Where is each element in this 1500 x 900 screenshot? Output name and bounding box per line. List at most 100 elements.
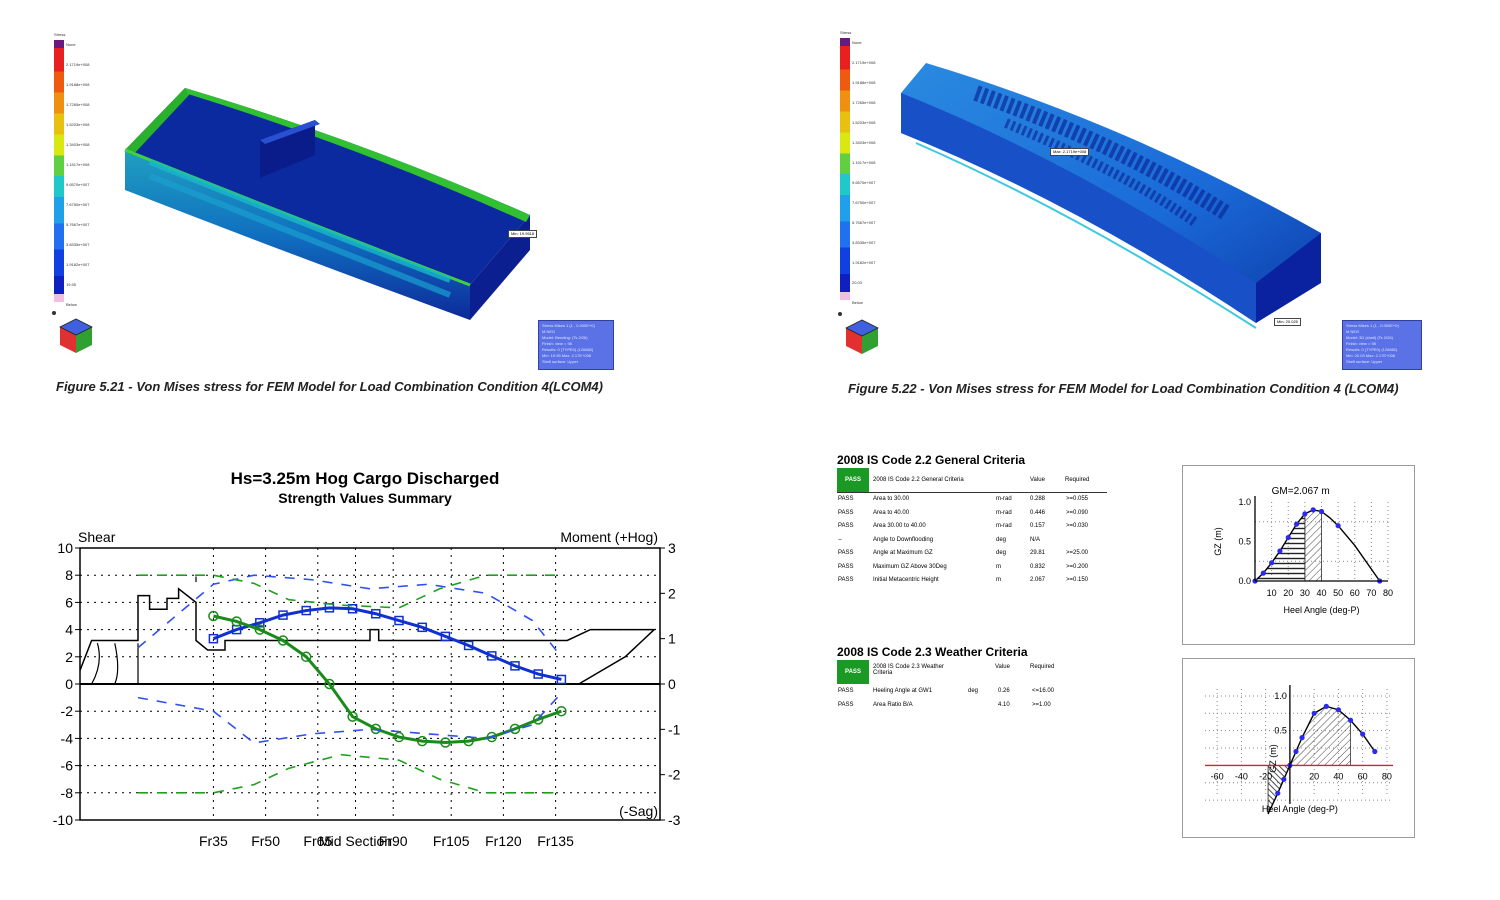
- criteria-status: PASS: [838, 563, 854, 570]
- max-stress-probe: Max: 2.1719e+008: [1050, 148, 1090, 156]
- criteria-name: Angle to Downflooding: [873, 536, 934, 543]
- x-tick-label: 10: [1267, 588, 1277, 598]
- legend-label: 1.1517e+008: [66, 162, 90, 167]
- x-tick-label: -20: [1259, 771, 1272, 781]
- x-tick-label: 70: [1366, 588, 1376, 598]
- y-tick-label: 0.5: [1238, 537, 1251, 547]
- y-tick-label: 8: [65, 567, 73, 583]
- gz-point: [1347, 717, 1354, 723]
- x-tick-label: Fr105: [433, 833, 470, 849]
- criteria-required: <=16.00: [1032, 688, 1055, 694]
- criteria-required: >=0.090: [1066, 509, 1089, 516]
- x-tick-label: 80: [1383, 588, 1393, 598]
- legend-label: 19.95: [66, 282, 77, 287]
- gz-point: [1335, 523, 1341, 529]
- gz-area-30-40: [1304, 509, 1322, 582]
- legend-label: 1.9188e+008: [66, 82, 90, 87]
- legend-label: 5.7667e+007: [852, 220, 876, 225]
- x-tick-label: Fr65: [303, 833, 332, 849]
- pass-badge: PASS: [837, 660, 869, 684]
- criteria-row: PASS Heeling Angle at GW1 deg 0.26 <=16.00: [838, 688, 1118, 697]
- criteria-name: Area Ratio B/A: [873, 701, 913, 708]
- legend-label: 1.1517e+008: [852, 160, 876, 165]
- gz-point: [1335, 707, 1342, 713]
- criteria-status: PASS: [838, 523, 854, 529]
- gz-point: [1285, 534, 1291, 541]
- y2-tick-label: 0: [668, 676, 676, 692]
- data-point: [416, 735, 428, 747]
- gz-curve-chart: 10 20 30 40 50 60 70 80 0.0 0.5 1.0 Heel Angle (deg…: [1213, 486, 1393, 615]
- series-line-0: [212, 606, 562, 681]
- criteria-name: Initial Metacentric Height: [873, 577, 939, 583]
- y2-tick-label: 2: [668, 585, 676, 601]
- y2-tick-label: -3: [668, 812, 681, 828]
- x-tick-label: Fr135: [537, 833, 574, 849]
- criteria-name: Area to 40.00: [873, 509, 910, 516]
- criteria-row: PASS Area Ratio B/A 4.10 >=1.00: [838, 702, 1118, 711]
- legend-title: Stress: [840, 30, 852, 35]
- data-point: [556, 705, 567, 717]
- data-point: [486, 731, 498, 743]
- x-tick-label: Fr120: [485, 833, 522, 849]
- stress-legend-bar: [840, 38, 850, 300]
- gz-point: [1360, 731, 1366, 737]
- x-tick-label: Fr50: [251, 833, 280, 849]
- criteria-required: >=25.00: [1066, 550, 1089, 556]
- criteria-unit: deg: [996, 536, 1007, 543]
- y2-tick-label: 3: [668, 540, 676, 556]
- data-point: [394, 615, 404, 626]
- criteria-status: PASS: [838, 688, 854, 694]
- gz-point: [1269, 560, 1275, 566]
- criteria-required: >=0.055: [1066, 496, 1089, 502]
- x-tick-label: 20: [1283, 588, 1293, 598]
- legend-label: 1.9182e+007: [852, 260, 876, 265]
- criteria-row: PASS Area 30.00 to 40.00 m-rad 0.157 >=0.030: [838, 523, 1118, 532]
- legend-label: None: [66, 42, 76, 47]
- model-info-box: Stress Mises 1 (1 , 0.000E+0) M.NEG Mode…: [538, 320, 614, 370]
- data-point: [208, 610, 219, 622]
- x-tick-label: 60: [1358, 771, 1368, 781]
- criteria-name: Maximum GZ Above 30Deg: [873, 563, 947, 570]
- series-line-5: [138, 753, 562, 794]
- ship-profile: [79, 587, 657, 685]
- y-tick-label: 1.0: [1274, 691, 1287, 701]
- legend-title: Stress: [54, 32, 66, 37]
- criteria-status: --: [838, 536, 842, 543]
- fem-figure-left: Stress None 2.1719e+008 1.9188e+008 1.7265e…: [50, 30, 620, 375]
- criteria-value: 0.288: [1030, 496, 1046, 502]
- legend-label: 1.9182e+007: [66, 262, 90, 267]
- x-tick-label: 20: [1309, 771, 1319, 781]
- legend-label: 1.5203e+008: [852, 120, 876, 125]
- data-point: [417, 622, 427, 633]
- strength-summary-chart: Hs=3.25m Hog Cargo Discharged Strength Va…: [53, 469, 681, 849]
- data-point: [347, 603, 358, 614]
- chart-subtitle: Strength Values Summary: [278, 490, 452, 506]
- legend-label: 5.7667e+007: [66, 222, 90, 227]
- data-point: [440, 631, 451, 642]
- legend-label: 1.7265e+008: [66, 102, 90, 107]
- gz-curve-frame-weather: -60 -40 -20 20 40 60 80 0.5 1.0 Heel Angle (deg-P…: [1182, 658, 1415, 838]
- data-point: [278, 610, 288, 620]
- x-tick-label: -40: [1235, 771, 1248, 781]
- data-point: [324, 678, 335, 690]
- criteria-row: PASS Initial Metacentric Height m 2.067 >=0.…: [838, 577, 1118, 586]
- x-tick-label: Fr90: [379, 833, 408, 849]
- fem-hull-model: [901, 63, 1321, 329]
- criteria-row: PASS Maximum GZ Above 30Deg m 0.832 >=0.200: [838, 564, 1118, 573]
- gz-point: [1318, 508, 1325, 515]
- y-tick-label: 0.5: [1274, 726, 1287, 736]
- legend-label: 1.9188e+008: [852, 80, 876, 85]
- criteria-value: 0.832: [1030, 563, 1046, 570]
- stress-legend-bar: [54, 40, 64, 302]
- legend-label: 2.1719e+008: [852, 60, 876, 65]
- data-point: [370, 723, 382, 735]
- legend-label: 7.6750e+007: [852, 200, 876, 205]
- criteria-status: PASS: [838, 496, 854, 502]
- data-point: [208, 633, 219, 644]
- series-line-4: [138, 574, 562, 609]
- y2-axis-bottom-label: (-Sag): [619, 803, 658, 819]
- criteria-value: 0.446: [1030, 509, 1046, 516]
- data-point: [231, 616, 242, 627]
- y-tick-label: -2: [61, 703, 74, 719]
- x-tick-label: 40: [1316, 588, 1326, 598]
